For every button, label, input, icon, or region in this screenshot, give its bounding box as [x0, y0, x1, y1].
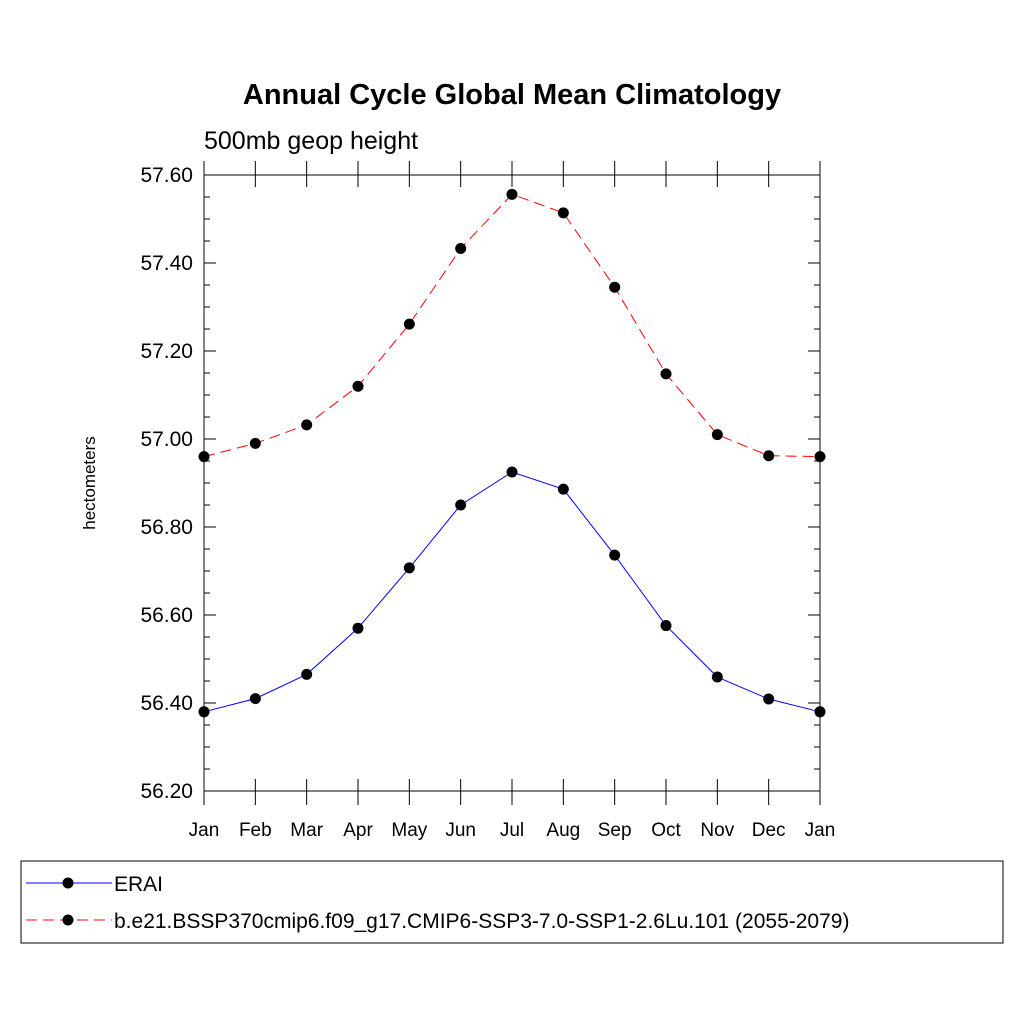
x-tick-label: Apr — [343, 820, 373, 841]
series-1-point — [352, 380, 364, 392]
legend-marker-1 — [62, 914, 74, 926]
series-1-point — [814, 451, 826, 463]
legend-label-0: ERAI — [114, 873, 163, 896]
series-0-point — [557, 483, 569, 495]
x-tick-label: Dec — [752, 820, 786, 841]
series-0-point — [814, 706, 826, 718]
x-tick-label: May — [391, 820, 427, 841]
series-1-point — [711, 429, 723, 441]
x-tick-label: Aug — [546, 820, 580, 841]
x-tick-label: Jan — [805, 820, 836, 841]
series-0-point — [403, 562, 415, 574]
x-tick-label: Jul — [500, 820, 524, 841]
series-1-point — [301, 419, 313, 431]
series-1-point — [609, 281, 621, 293]
series-1-point — [763, 450, 775, 462]
x-axis-ticks: Jan Feb Mar Apr May Jun Jul Aug Sep Oct Nov Dec Jan — [189, 161, 836, 841]
series-0-point — [763, 693, 775, 705]
series-0-point — [660, 620, 672, 632]
series-0-point — [198, 706, 210, 718]
legend: ERAI b.e21.BSSP370cmip6.f09_g17.CMIP6-SSP… — [26, 873, 849, 933]
x-tick-label: Oct — [651, 820, 681, 841]
x-tick-label: Nov — [700, 820, 734, 841]
y-tick-label: 57.40 — [140, 252, 193, 275]
x-tick-label: Mar — [290, 820, 323, 841]
legend-marker-0 — [62, 877, 74, 889]
legend-label-1: b.e21.BSSP370cmip6.f09_g17.CMIP6-SSP3-7.… — [114, 910, 849, 933]
y-axis-label: hectometers — [80, 436, 99, 530]
series-1-point — [403, 318, 415, 330]
x-tick-label: Feb — [239, 820, 272, 841]
chart-subtitle: 500mb geop height — [204, 127, 418, 155]
chart-title: Annual Cycle Global Mean Climatology — [243, 79, 781, 111]
x-tick-label: Sep — [598, 820, 632, 841]
series-0-point — [455, 499, 467, 511]
y-tick-label: 57.60 — [140, 164, 193, 187]
y-tick-label: 56.80 — [140, 516, 193, 539]
series-0-point — [609, 549, 621, 561]
y-tick-label: 57.20 — [140, 340, 193, 363]
y-axis-ticks: 56.20 56.40 56.60 56.80 57.00 57.20 57.40 57.60 — [140, 164, 820, 803]
legend-box — [20, 860, 1004, 944]
series-0-point — [352, 622, 364, 634]
series-line-1 — [203, 193, 821, 458]
series-0-point — [249, 693, 261, 705]
series-1-point — [557, 207, 569, 219]
series-0-point — [301, 668, 313, 680]
series-line-0 — [203, 471, 821, 713]
plot-frame — [203, 174, 821, 792]
y-tick-label: 56.40 — [140, 692, 193, 715]
y-tick-label: 57.00 — [140, 428, 193, 451]
series-1-point — [198, 451, 210, 463]
series-0-point — [506, 466, 518, 478]
y-tick-label: 56.60 — [140, 604, 193, 627]
x-tick-label: Jun — [445, 820, 476, 841]
series-1-point — [660, 368, 672, 380]
series-0-point — [711, 671, 723, 683]
series-1-point — [455, 242, 467, 254]
series-1-point — [506, 188, 518, 200]
series-1-point — [249, 437, 261, 449]
series-layer — [198, 188, 826, 718]
x-tick-label: Jan — [189, 820, 220, 841]
y-tick-label: 56.20 — [140, 780, 193, 803]
